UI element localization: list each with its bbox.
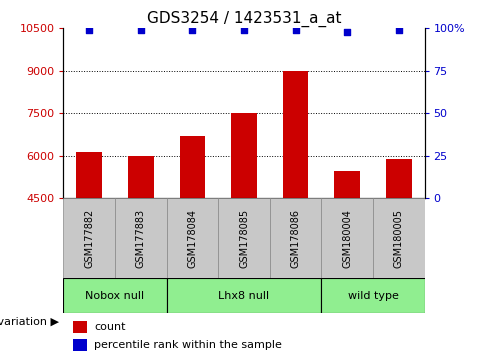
Bar [283, 71, 308, 198]
Bar [73, 338, 87, 351]
FancyBboxPatch shape [218, 198, 270, 278]
Point [240, 27, 248, 33]
Text: Lhx8 null: Lhx8 null [219, 291, 269, 301]
Point [292, 27, 300, 33]
FancyBboxPatch shape [115, 198, 166, 278]
Text: GSM180005: GSM180005 [394, 209, 404, 268]
Text: percentile rank within the sample: percentile rank within the sample [94, 339, 282, 350]
Bar [386, 159, 412, 198]
Bar [334, 171, 360, 198]
FancyBboxPatch shape [270, 198, 322, 278]
FancyBboxPatch shape [373, 198, 425, 278]
FancyBboxPatch shape [322, 198, 373, 278]
Text: GSM177882: GSM177882 [84, 209, 94, 268]
Bar [76, 152, 102, 198]
Point [343, 29, 351, 35]
Title: GDS3254 / 1423531_a_at: GDS3254 / 1423531_a_at [147, 11, 341, 27]
Text: GSM180004: GSM180004 [342, 209, 352, 268]
Text: GSM178086: GSM178086 [290, 209, 301, 268]
Text: count: count [94, 322, 125, 332]
Text: genotype/variation ▶: genotype/variation ▶ [0, 317, 59, 327]
Text: wild type: wild type [347, 291, 398, 301]
Point [395, 27, 403, 33]
Bar [73, 321, 87, 333]
Bar [231, 113, 257, 198]
FancyBboxPatch shape [63, 278, 166, 313]
Point [85, 27, 93, 33]
Text: GSM177883: GSM177883 [136, 209, 146, 268]
FancyBboxPatch shape [166, 278, 322, 313]
FancyBboxPatch shape [166, 198, 218, 278]
Bar [128, 156, 154, 198]
Point [188, 27, 196, 33]
Bar [180, 136, 205, 198]
Text: Nobox null: Nobox null [85, 291, 144, 301]
FancyBboxPatch shape [63, 198, 115, 278]
Text: GSM178085: GSM178085 [239, 209, 249, 268]
Text: GSM178084: GSM178084 [187, 209, 198, 268]
Point [137, 27, 145, 33]
FancyBboxPatch shape [322, 278, 425, 313]
